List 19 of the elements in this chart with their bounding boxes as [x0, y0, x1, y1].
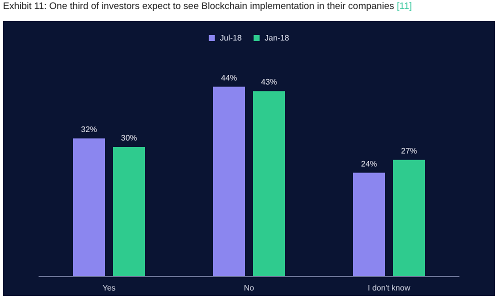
bar — [353, 172, 385, 276]
data-label: 30% — [120, 134, 138, 142]
bar — [213, 86, 245, 276]
bar — [253, 91, 285, 276]
x-tick-label: Yes — [102, 284, 116, 292]
x-tick-label: No — [244, 284, 255, 292]
legend-label: Jan-18 — [264, 34, 290, 42]
bar — [113, 147, 145, 276]
data-label: 43% — [260, 78, 278, 87]
chart-subtitle: [11] — [396, 1, 412, 12]
data-label: 32% — [80, 124, 98, 134]
chart-title: Exhibit 11: One third of investors expect to see Blockchain implementation in their companies — [3, 1, 394, 12]
data-label: 24% — [360, 159, 378, 168]
data-label: 27% — [400, 146, 418, 156]
bar — [73, 138, 105, 276]
legend-label: Jul-18 — [220, 34, 242, 42]
data-label: 44% — [220, 73, 238, 82]
bar — [393, 160, 425, 276]
x-tick-label: I don't know — [368, 284, 410, 292]
